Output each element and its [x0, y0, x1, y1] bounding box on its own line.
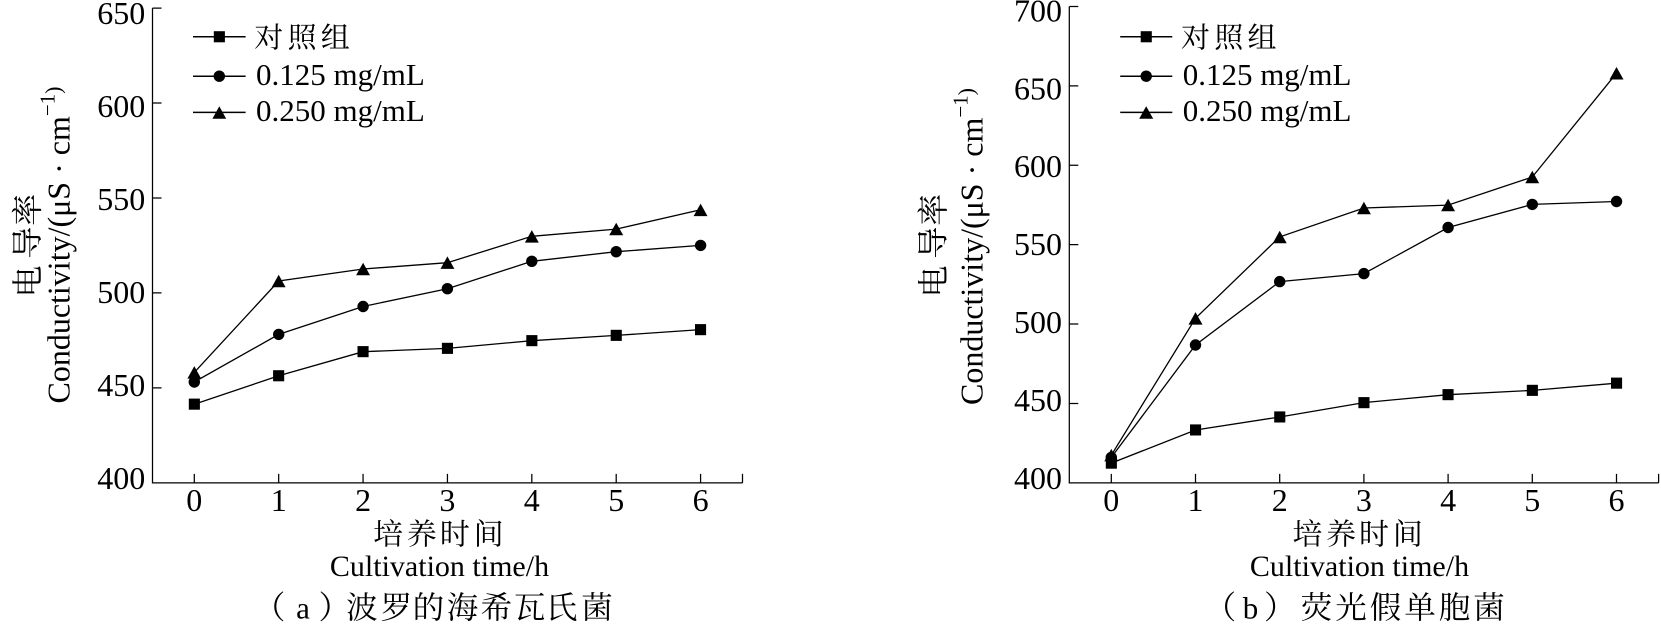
svg-text:1: 1 [271, 482, 287, 518]
svg-text:b: b [1243, 591, 1259, 624]
svg-text:5: 5 [1524, 482, 1540, 518]
svg-text:500: 500 [97, 274, 145, 310]
svg-text:1: 1 [1188, 482, 1204, 518]
svg-text:0: 0 [1103, 482, 1119, 518]
svg-text:400: 400 [1014, 460, 1062, 496]
svg-text:450: 450 [97, 367, 145, 403]
svg-text:4: 4 [1440, 482, 1456, 518]
svg-text:650: 650 [1014, 70, 1062, 106]
svg-text:3: 3 [1356, 482, 1372, 518]
svg-text:a: a [296, 591, 310, 624]
svg-text:0.250 mg/mL: 0.250 mg/mL [1183, 93, 1352, 128]
svg-text:3: 3 [439, 482, 455, 518]
svg-text:2: 2 [355, 482, 371, 518]
svg-text:500: 500 [1014, 304, 1062, 340]
svg-text:4: 4 [524, 482, 540, 518]
svg-text:6: 6 [1609, 482, 1625, 518]
svg-text:700: 700 [1014, 0, 1062, 28]
svg-text:600: 600 [97, 88, 145, 124]
svg-text:0.125 mg/mL: 0.125 mg/mL [256, 57, 425, 92]
svg-text:450: 450 [1014, 382, 1062, 418]
svg-text:2: 2 [1272, 482, 1288, 518]
svg-text:0: 0 [186, 482, 202, 518]
svg-text:550: 550 [1014, 226, 1062, 262]
svg-text:400: 400 [97, 460, 145, 496]
svg-text:5: 5 [608, 482, 624, 518]
svg-text:Conductivity/(μS · cm−1): Conductivity/(μS · cm−1) [35, 86, 76, 403]
svg-text:550: 550 [97, 181, 145, 217]
svg-text:0.125 mg/mL: 0.125 mg/mL [1183, 57, 1352, 92]
svg-text:600: 600 [1014, 148, 1062, 184]
svg-text:0.250 mg/mL: 0.250 mg/mL [256, 93, 425, 128]
svg-text:6: 6 [693, 482, 709, 518]
svg-text:Cultivation time/h: Cultivation time/h [1250, 550, 1469, 583]
svg-text:Conductivity/(μS · cm−1): Conductivity/(μS · cm−1) [949, 88, 990, 405]
svg-text:650: 650 [97, 0, 145, 31]
svg-text:Cultivation time/h: Cultivation time/h [330, 550, 549, 583]
